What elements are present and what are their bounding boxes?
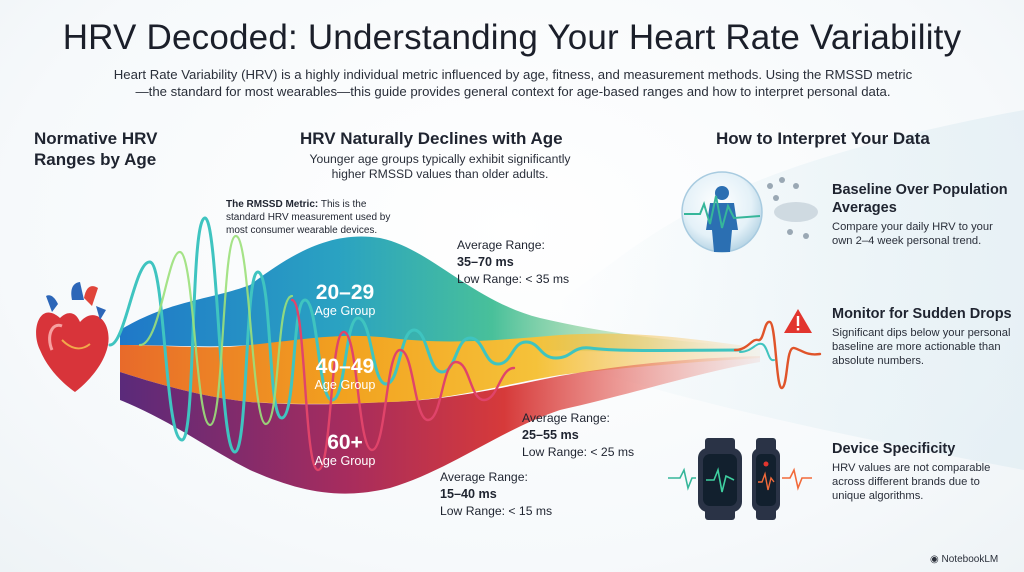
- hrv-signal-tail: [733, 320, 822, 390]
- hrv-signal-green: [138, 234, 294, 427]
- tip-body: Significant dips below your personal bas…: [832, 327, 1011, 367]
- low-range: Low Range: < 35 ms: [457, 272, 570, 286]
- rmssd-note-label: The RMSSD Metric:: [226, 199, 319, 210]
- age-badge-60-plus: 60+ Age Group: [300, 431, 390, 469]
- avg-label: Average Range:: [440, 470, 528, 484]
- section-heading-interpret: How to Interpret Your Data: [716, 129, 930, 148]
- brand-label: NotebookLM: [941, 554, 999, 565]
- brand-logo-icon: ◉: [930, 554, 942, 565]
- avg-label: Average Range:: [522, 411, 610, 425]
- avg-label: Average Range:: [457, 238, 545, 252]
- page-title: HRV Decoded: Understanding Your Heart Ra…: [62, 18, 962, 57]
- age-label: Age Group: [314, 378, 376, 392]
- section-subtitle-decline: Younger age groups typically exhibit sig…: [309, 152, 571, 181]
- band-20-29: [120, 236, 740, 356]
- low-range: Low Range: < 15 ms: [440, 504, 553, 518]
- tip-body: HRV values are not comparable across dif…: [832, 462, 991, 502]
- age-label: Age Group: [314, 304, 376, 318]
- range-callout-40-49: Average Range: 25–55 ms Low Range: < 25 …: [522, 410, 682, 461]
- person-baseline-icon: [681, 171, 818, 253]
- smartwatch-icon: [668, 438, 812, 520]
- age-badge-40-49: 40–49 Age Group: [300, 355, 390, 393]
- range-callout-20-29: Average Range: 35–70 ms Low Range: < 35 …: [457, 237, 617, 288]
- avg-value: 15–40 ms: [440, 487, 497, 501]
- intro-paragraph: Heart Rate Variability (HRV) is a highly…: [113, 67, 913, 99]
- age-badge-20-29: 20–29 Age Group: [300, 281, 390, 319]
- age-range: 60+: [327, 431, 363, 454]
- age-range: 20–29: [315, 281, 375, 304]
- hrv-signal-red: [290, 298, 516, 472]
- section-heading-decline: HRV Naturally Declines with Age: [300, 129, 563, 148]
- section-heading-normative: Normative HRV Ranges by Age: [34, 129, 158, 169]
- low-range: Low Range: < 25 ms: [522, 445, 635, 459]
- tip-sudden-drops: Monitor for Sudden Drops Significant dip…: [832, 305, 1022, 368]
- tip-baseline: Baseline Over Population Averages Compar…: [832, 181, 1012, 248]
- avg-value: 25–55 ms: [522, 428, 579, 442]
- rmssd-note-text: This is the standard HRV measurement use…: [226, 199, 391, 236]
- tip-device-specificity: Device Specificity HRV values are not co…: [832, 440, 1012, 503]
- age-label: Age Group: [314, 454, 376, 468]
- warning-icon: [784, 309, 812, 333]
- tip-heading: Device Specificity: [832, 441, 956, 457]
- tip-heading: Baseline Over Population Averages: [832, 182, 1008, 216]
- hrv-signal-teal: [108, 216, 742, 454]
- hrv-signal-tail-teal: [739, 342, 775, 362]
- avg-value: 35–70 ms: [457, 255, 514, 269]
- brand-watermark: ◉ NotebookLM: [930, 554, 1020, 565]
- rmssd-note: The RMSSD Metric: This is the standard H…: [226, 198, 404, 237]
- tip-body: Compare your daily HRV to your own 2–4 w…: [832, 221, 993, 247]
- band-60-plus: [120, 356, 760, 494]
- heart-icon: [36, 282, 109, 392]
- range-callout-60-plus: Average Range: 15–40 ms Low Range: < 15 …: [440, 469, 600, 520]
- age-range: 40–49: [315, 355, 375, 378]
- tip-heading: Monitor for Sudden Drops: [832, 306, 1012, 322]
